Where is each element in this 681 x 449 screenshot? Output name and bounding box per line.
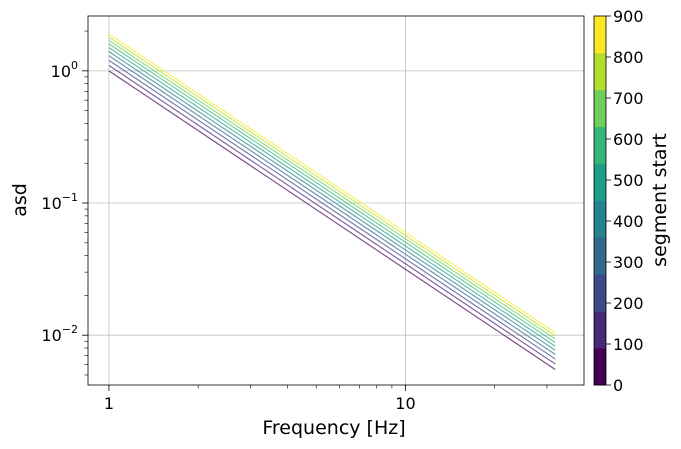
series-line — [108, 39, 556, 340]
series-line — [108, 43, 556, 344]
series-line — [108, 33, 556, 334]
colorbar-tick-label: 500 — [613, 171, 644, 190]
y-tick-label: 100 — [51, 59, 78, 81]
colorbar-tick-label: 600 — [613, 130, 644, 149]
colorbar: 0 100 200 300 400 500 600 700 800 900 — [593, 7, 644, 395]
colorbar-segment — [594, 274, 606, 312]
colorbar-tick-label: 100 — [613, 335, 644, 354]
series-line — [108, 59, 556, 360]
colorbar-tick-label: 800 — [613, 48, 644, 67]
plot-frame — [87, 15, 585, 386]
colorbar-segment — [594, 163, 606, 201]
colorbar-tick-label: 400 — [613, 212, 644, 231]
y-tick-label: 10−2 — [41, 323, 78, 345]
series-line — [108, 64, 556, 365]
colorbar-tick-label: 300 — [613, 253, 644, 272]
x-tick-label: 1 — [104, 394, 114, 413]
series-line — [108, 55, 556, 355]
series-line — [108, 51, 556, 351]
x-tick-label: 10 — [395, 394, 415, 413]
colorbar-tick-label: 700 — [613, 89, 644, 108]
x-axis-label: Frequency [Hz] — [262, 417, 405, 439]
colorbar-segment — [594, 126, 606, 164]
y-axis-ticks: 100 10−1 10−2 — [41, 30, 88, 376]
colorbar-segment — [594, 348, 606, 386]
colorbar-segment — [594, 200, 606, 238]
colorbar-label: segment start — [649, 133, 671, 267]
grid-lines — [88, 16, 584, 385]
y-axis-label: asd — [9, 183, 31, 217]
colorbar-segment — [594, 52, 606, 91]
y-tick-label: 10−1 — [41, 191, 78, 213]
x-axis-ticks: 1 10 — [104, 385, 548, 413]
colorbar-segment — [594, 311, 606, 349]
colorbar-tick-label: 200 — [613, 294, 644, 313]
colorbar-segment — [594, 237, 606, 275]
series-line — [108, 70, 556, 371]
colorbar-tick-label: 0 — [613, 376, 623, 395]
colorbar-tick-label: 900 — [613, 7, 644, 26]
series-line — [108, 47, 556, 347]
series-lines — [108, 33, 556, 371]
colorbar-frame — [593, 15, 607, 386]
colorbar-segment — [594, 89, 606, 128]
series-line — [108, 36, 556, 337]
colorbar-segment — [594, 16, 606, 54]
